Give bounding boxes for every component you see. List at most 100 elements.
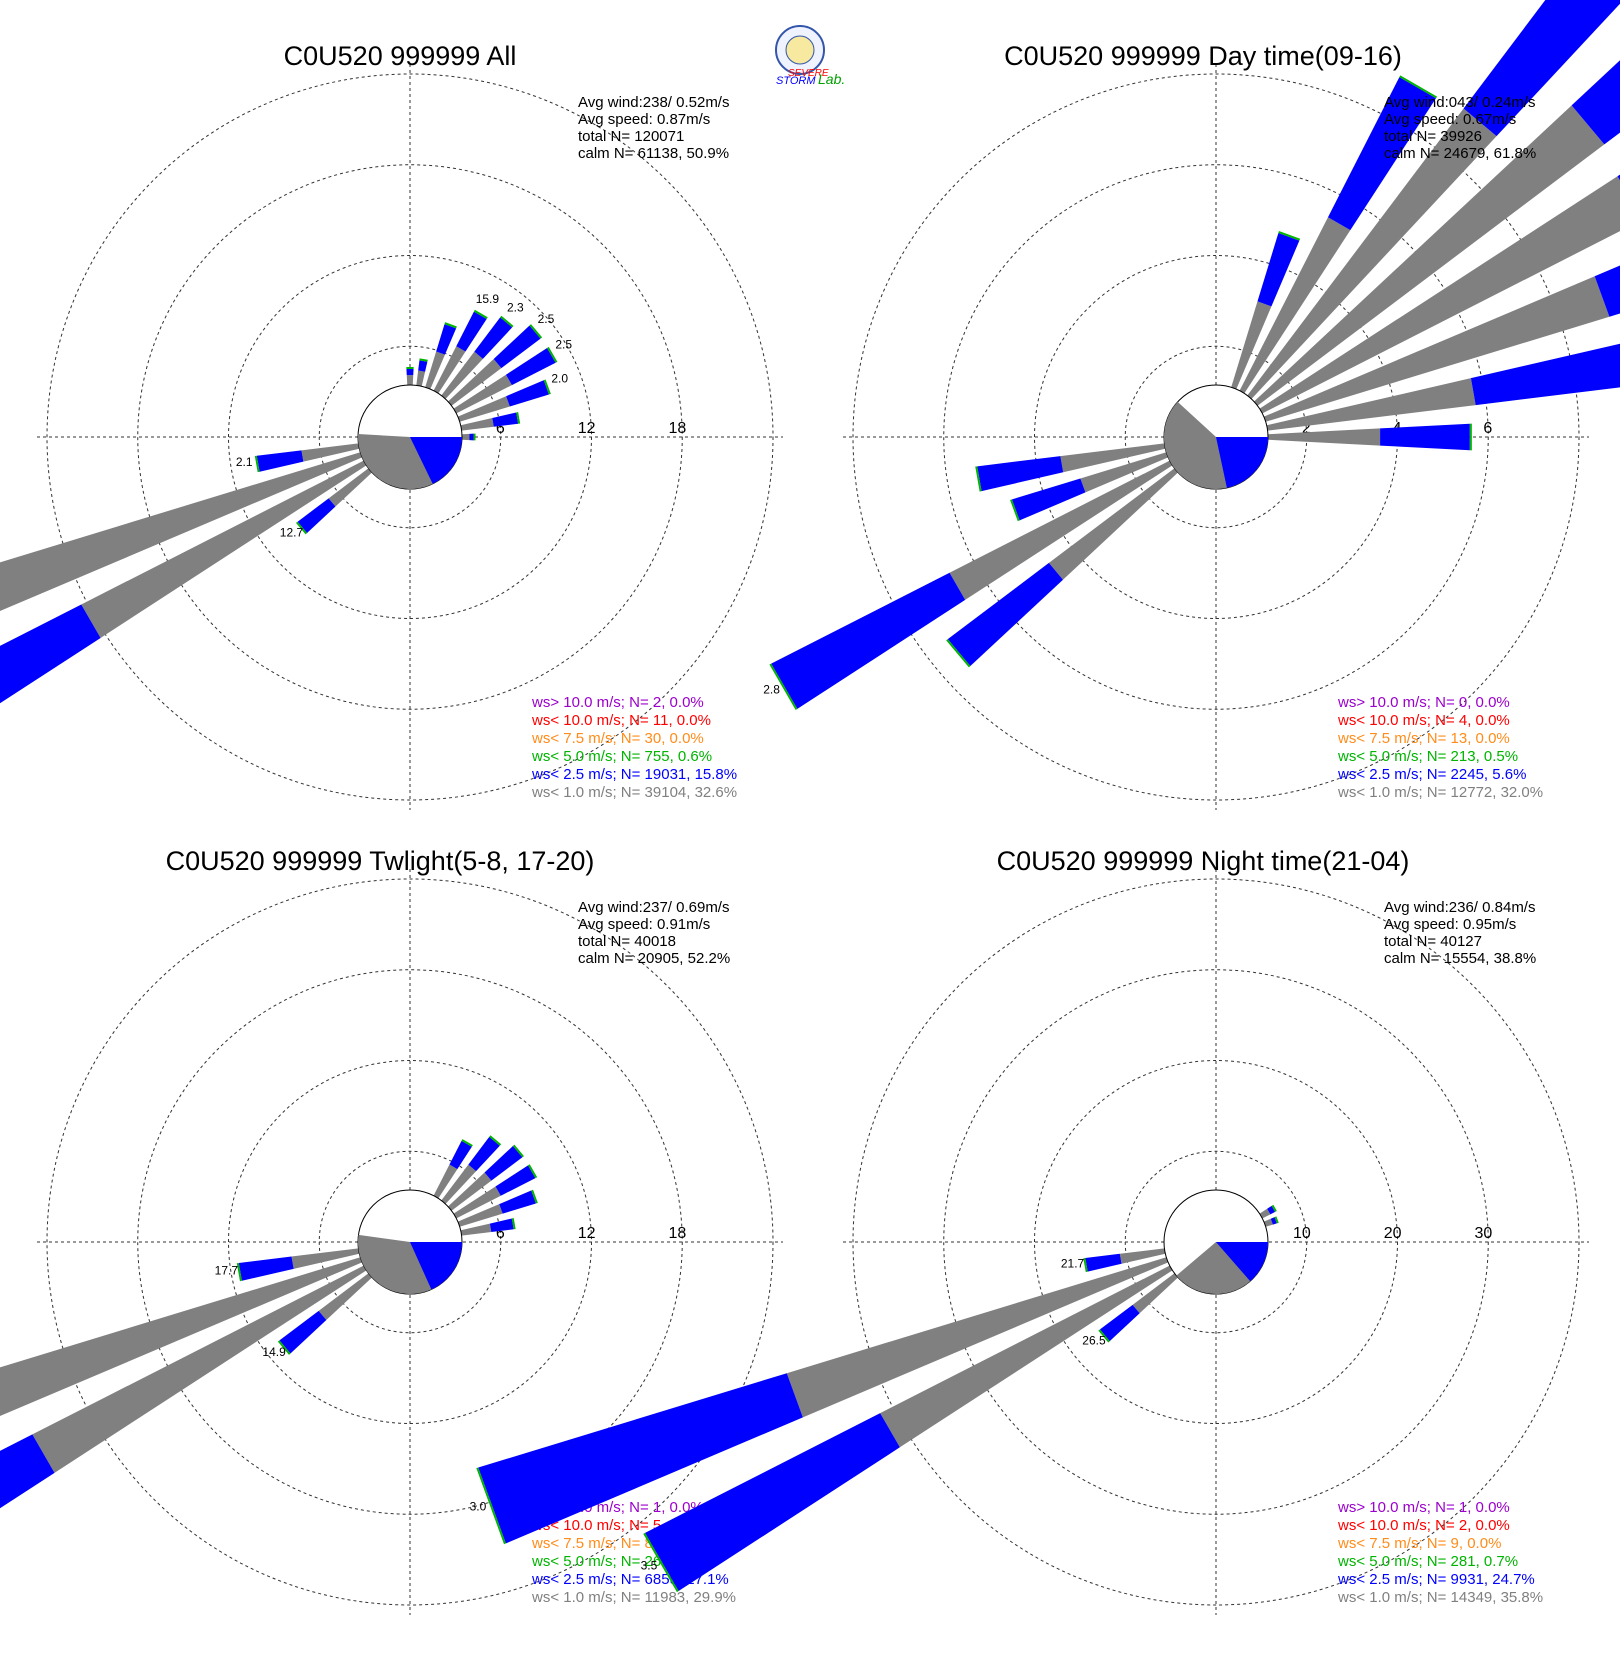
- stat-line: calm N= 20905, 52.2%: [578, 950, 730, 967]
- bar-green: [543, 379, 551, 395]
- bar-gray: [406, 375, 414, 386]
- bar-gray: [949, 460, 1173, 600]
- ring-label: 6: [1483, 420, 1492, 437]
- bar-blue: [297, 498, 336, 533]
- bar-green: [444, 322, 457, 329]
- bar-blue: [947, 562, 1063, 667]
- bar-gray: [1263, 1218, 1273, 1227]
- bar-blue: [499, 1190, 536, 1214]
- bar-blue: [1270, 1217, 1277, 1225]
- stat-line: calm N= 24679, 61.8%: [1384, 145, 1536, 162]
- bar-gray: [441, 351, 483, 399]
- bar-blue: [1463, 0, 1620, 137]
- stat-line: Avg speed: 0.95m/s: [1384, 916, 1516, 933]
- bar-green: [516, 412, 521, 424]
- grid-ring: [852, 73, 1580, 801]
- logo-text-storm: STORM: [776, 75, 816, 87]
- bar-blue: [436, 324, 457, 355]
- legend-entry: ws> 10.0 m/s; N= 1, 0.0%: [1337, 1499, 1510, 1516]
- bar-green: [254, 455, 260, 473]
- stat-line: Avg wind:043/ 0.24m/s: [1384, 94, 1535, 111]
- ring-label: 12: [578, 1225, 596, 1242]
- bar-blue: [495, 1165, 536, 1196]
- stat-line: Avg speed: 0.67m/s: [1384, 111, 1516, 128]
- legend-entry: ws< 7.5 m/s; N= 9, 0.0%: [1337, 1535, 1501, 1552]
- bar-blue: [771, 572, 966, 709]
- bar-blue: [1085, 1253, 1122, 1272]
- grid-ring: [137, 969, 683, 1515]
- bar-blue: [493, 325, 541, 369]
- peak-label: 3.0: [470, 1500, 487, 1514]
- bar-gray: [0, 452, 363, 612]
- stat-line: total N= 120071: [578, 128, 684, 145]
- bar-blue: [1267, 1205, 1276, 1215]
- bar-gray: [457, 396, 510, 422]
- legend-entry: ws< 2.5 m/s; N= 19031, 15.8%: [531, 766, 737, 783]
- bar-blue: [406, 368, 414, 376]
- ring-label: 2: [1302, 420, 1311, 437]
- legend-entry: ws< 1.0 m/s; N= 39104, 32.6%: [531, 784, 737, 801]
- bar-green: [406, 366, 414, 369]
- bar-green: [531, 1189, 538, 1204]
- bar-blue: [468, 1136, 500, 1172]
- bar-green: [512, 1144, 525, 1158]
- grid-ring: [943, 164, 1489, 710]
- bar-blue: [0, 1434, 55, 1509]
- legend-entry: ws< 1.0 m/s; N= 11983, 29.9%: [531, 1589, 736, 1606]
- grid-ring: [46, 878, 774, 1606]
- legend-entry: ws< 10.0 m/s; N= 4, 0.0%: [1337, 712, 1510, 729]
- bar-green: [461, 1139, 473, 1147]
- bar-gray: [301, 443, 360, 462]
- legend-entry: ws< 7.5 m/s; N= 30, 0.0%: [531, 730, 704, 747]
- ring-label: 12: [578, 420, 596, 437]
- stat-line: calm N= 61138, 50.9%: [578, 145, 729, 162]
- bar-green: [547, 346, 558, 363]
- bar-gray: [457, 1204, 503, 1227]
- bar-blue: [1327, 77, 1436, 231]
- bar-blue: [456, 311, 487, 352]
- bar-gray: [1080, 452, 1169, 493]
- stat-line: Avg wind:236/ 0.84m/s: [1384, 899, 1535, 916]
- peak-label: 21.7: [1061, 1256, 1085, 1270]
- bar-blue: [1470, 343, 1620, 406]
- bar-gray: [1259, 1208, 1271, 1219]
- bar-green: [236, 1263, 242, 1282]
- bar-green: [473, 309, 488, 319]
- bar-gray: [1254, 105, 1605, 406]
- bar-blue: [1617, 174, 1620, 181]
- bar-gray: [425, 351, 445, 390]
- ring-label: 6: [496, 1225, 505, 1242]
- bar-green: [489, 1135, 502, 1146]
- peak-label: 15.9: [476, 292, 500, 306]
- peak-label: 2.5: [555, 337, 572, 351]
- bar-blue: [418, 360, 428, 372]
- bar-green: [295, 521, 308, 535]
- bar-green: [419, 358, 428, 362]
- bar-green: [476, 1467, 506, 1545]
- bar-blue: [256, 450, 304, 472]
- bar-gray: [32, 1265, 367, 1473]
- peak-label: 12.7: [280, 525, 304, 539]
- bar-blue: [977, 456, 1064, 492]
- bar-green: [1098, 1329, 1110, 1343]
- stat-line: calm N= 15554, 38.8%: [1384, 950, 1536, 967]
- bar-gray: [786, 1257, 1169, 1418]
- peak-label: 14.9: [262, 1345, 286, 1359]
- bar-gray: [1267, 428, 1381, 446]
- stat-line: Avg speed: 0.87m/s: [578, 111, 710, 128]
- bar-green: [1274, 1216, 1279, 1224]
- bar-blue: [1099, 1304, 1140, 1342]
- bar-green: [769, 663, 798, 710]
- ring-label: 20: [1384, 1225, 1402, 1242]
- peak-label: 2.0: [551, 372, 568, 386]
- calm-pie-blue: [1216, 1242, 1268, 1282]
- legend-entry: ws< 2.5 m/s; N= 2245, 5.6%: [1337, 766, 1526, 783]
- bar-blue: [1380, 423, 1470, 451]
- bar-gray: [291, 1248, 360, 1269]
- bar-blue: [469, 433, 474, 441]
- wind-rose-panel: 2464.85.85.74.82.83.3C0U520 999999 Day t…: [763, 0, 1620, 810]
- bar-blue: [484, 1146, 523, 1181]
